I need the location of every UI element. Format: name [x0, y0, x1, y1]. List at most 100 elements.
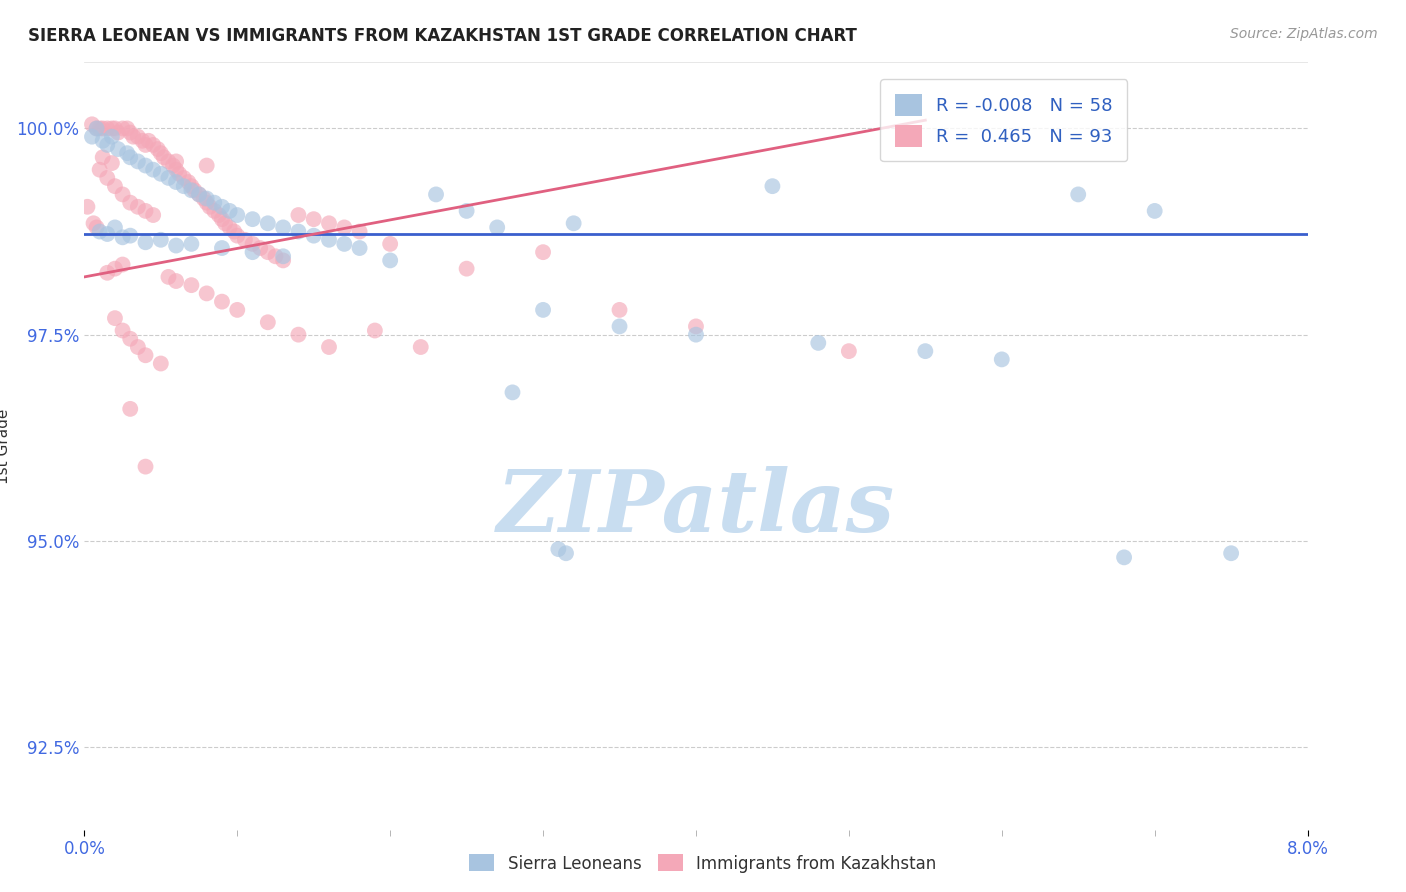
- Point: [318, 340, 340, 354]
- Point: [101, 129, 124, 144]
- Point: [157, 170, 180, 185]
- Point: [242, 245, 264, 260]
- Point: [180, 236, 202, 251]
- Point: [302, 228, 325, 243]
- Point: [127, 129, 149, 144]
- Point: [146, 142, 169, 156]
- Point: [120, 195, 142, 210]
- Point: [211, 200, 233, 214]
- Point: [202, 203, 225, 218]
- Point: [104, 261, 127, 276]
- Point: [120, 332, 142, 346]
- Point: [142, 137, 165, 152]
- Point: [224, 225, 246, 239]
- Point: [195, 286, 218, 301]
- Point: [104, 311, 127, 326]
- Point: [318, 233, 340, 247]
- Point: [83, 216, 105, 230]
- Point: [165, 154, 187, 169]
- Point: [195, 192, 218, 206]
- Y-axis label: 1st Grade: 1st Grade: [0, 409, 11, 483]
- Point: [127, 340, 149, 354]
- Point: [96, 227, 118, 241]
- Point: [349, 225, 371, 239]
- Point: [271, 249, 294, 263]
- Point: [380, 253, 402, 268]
- Point: [486, 220, 509, 235]
- Point: [1143, 203, 1166, 218]
- Point: [264, 249, 287, 263]
- Point: [242, 236, 264, 251]
- Point: [89, 121, 111, 136]
- Point: [364, 324, 387, 338]
- Point: [165, 162, 187, 177]
- Point: [257, 216, 280, 230]
- Point: [218, 220, 240, 235]
- Point: [991, 352, 1014, 367]
- Text: ZIPatlas: ZIPatlas: [496, 466, 896, 549]
- Point: [135, 459, 157, 474]
- Point: [104, 220, 127, 235]
- Point: [226, 208, 249, 222]
- Point: [91, 121, 114, 136]
- Text: SIERRA LEONEAN VS IMMIGRANTS FROM KAZAKHSTAN 1ST GRADE CORRELATION CHART: SIERRA LEONEAN VS IMMIGRANTS FROM KAZAKH…: [28, 27, 858, 45]
- Point: [120, 126, 142, 140]
- Point: [86, 121, 108, 136]
- Point: [1220, 546, 1243, 560]
- Point: [180, 183, 202, 197]
- Point: [89, 225, 111, 239]
- Point: [138, 134, 160, 148]
- Point: [349, 241, 371, 255]
- Point: [195, 159, 218, 173]
- Point: [135, 348, 157, 362]
- Point: [96, 170, 118, 185]
- Point: [425, 187, 447, 202]
- Point: [214, 216, 236, 230]
- Point: [188, 187, 211, 202]
- Point: [409, 340, 432, 354]
- Legend: Sierra Leoneans, Immigrants from Kazakhstan: Sierra Leoneans, Immigrants from Kazakhs…: [463, 847, 943, 880]
- Point: [1067, 187, 1090, 202]
- Point: [96, 266, 118, 280]
- Point: [101, 121, 124, 136]
- Point: [211, 294, 233, 309]
- Point: [177, 175, 200, 189]
- Point: [562, 216, 585, 230]
- Point: [242, 212, 264, 227]
- Point: [333, 220, 356, 235]
- Point: [96, 121, 118, 136]
- Point: [76, 200, 98, 214]
- Point: [135, 137, 157, 152]
- Point: [142, 162, 165, 177]
- Point: [838, 344, 860, 359]
- Point: [1114, 550, 1136, 565]
- Point: [162, 159, 184, 173]
- Point: [149, 167, 172, 181]
- Point: [333, 236, 356, 251]
- Point: [547, 542, 569, 557]
- Point: [271, 253, 294, 268]
- Point: [287, 208, 309, 222]
- Point: [127, 200, 149, 214]
- Point: [198, 200, 221, 214]
- Point: [96, 137, 118, 152]
- Text: Source: ZipAtlas.com: Source: ZipAtlas.com: [1230, 27, 1378, 41]
- Point: [115, 121, 138, 136]
- Point: [149, 146, 172, 161]
- Point: [135, 235, 157, 250]
- Point: [302, 212, 325, 227]
- Point: [173, 179, 195, 194]
- Point: [86, 121, 108, 136]
- Point: [502, 385, 524, 400]
- Point: [195, 195, 218, 210]
- Point: [131, 134, 153, 148]
- Point: [211, 212, 233, 227]
- Point: [107, 142, 129, 156]
- Point: [685, 327, 707, 342]
- Point: [807, 335, 830, 350]
- Point: [914, 344, 936, 359]
- Point: [91, 134, 114, 148]
- Point: [609, 319, 631, 334]
- Point: [165, 238, 187, 252]
- Point: [111, 121, 134, 136]
